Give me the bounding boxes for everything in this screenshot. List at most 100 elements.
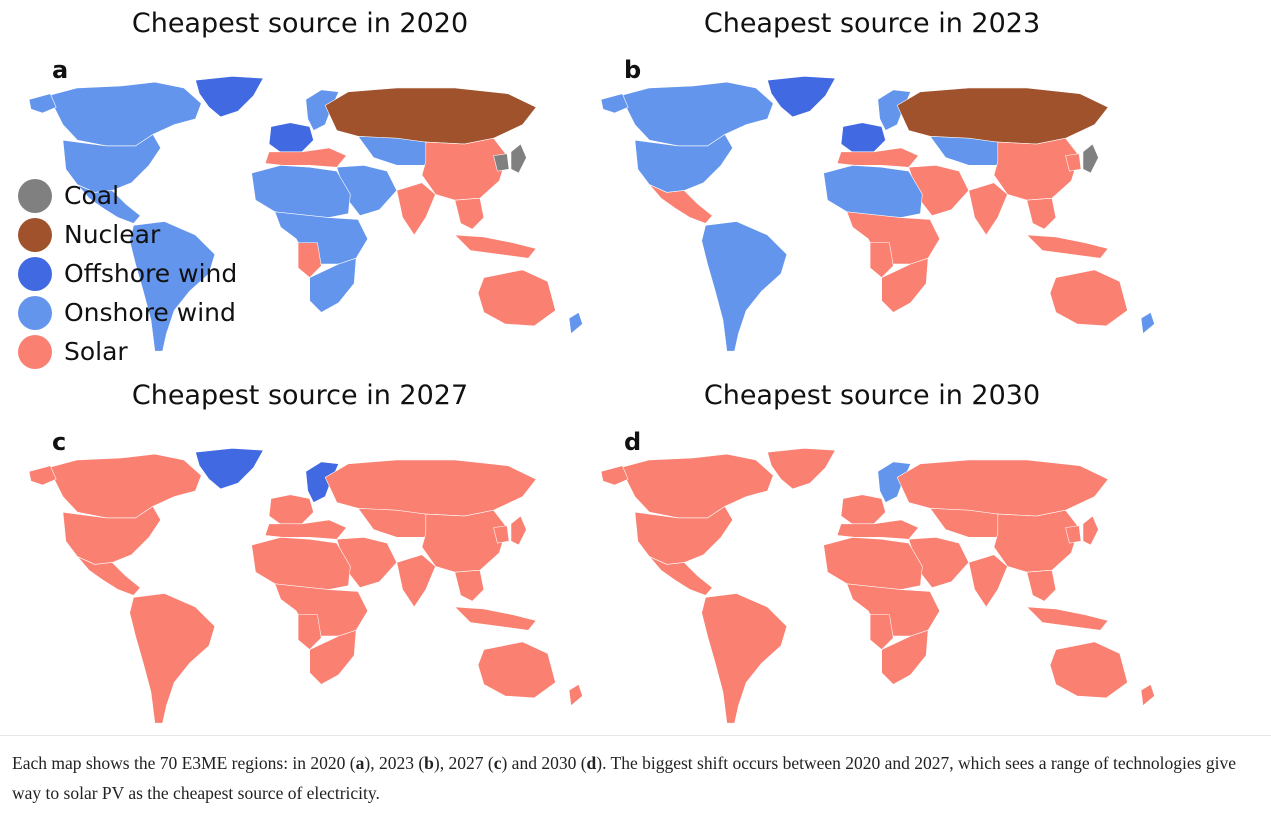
region-south-america xyxy=(701,221,788,352)
region-subsaharan-africa xyxy=(846,211,941,265)
region-new-zealand xyxy=(568,683,583,707)
region-western-europe xyxy=(840,122,886,155)
region-mexico xyxy=(77,556,141,596)
panel-letter: b xyxy=(624,56,642,84)
region-indonesia xyxy=(1026,234,1109,259)
region-se-asia xyxy=(454,197,485,230)
region-new-zealand xyxy=(1140,683,1155,707)
region-mexico xyxy=(649,184,713,224)
region-usa xyxy=(634,505,733,565)
region-china xyxy=(993,137,1080,201)
region-russia xyxy=(896,87,1109,145)
legend-swatch-solar xyxy=(18,334,52,369)
region-se-asia xyxy=(1026,569,1057,602)
legend-swatch-coal xyxy=(18,178,52,213)
panel-letter: d xyxy=(624,428,642,456)
region-north-africa xyxy=(823,537,923,590)
region-north-africa xyxy=(251,165,351,218)
region-greenland xyxy=(767,75,836,118)
region-southern-africa xyxy=(881,257,929,313)
caption-text: Each map shows the 70 E3ME regions: in 2… xyxy=(12,753,356,773)
region-angola xyxy=(297,242,322,278)
region-se-asia xyxy=(454,569,485,602)
region-japan xyxy=(510,143,527,174)
region-alaska xyxy=(28,465,57,486)
panel-title: Cheapest source in 2027 xyxy=(131,380,469,411)
panel-title: Cheapest source in 2030 xyxy=(703,380,1041,411)
region-mexico xyxy=(77,184,141,224)
region-korea xyxy=(1065,525,1082,544)
region-indonesia xyxy=(454,606,537,631)
region-russia xyxy=(324,459,537,517)
caption-ref-a: a xyxy=(355,753,365,773)
caption-text: ) and 2030 ( xyxy=(501,753,587,773)
region-north-africa xyxy=(823,165,923,218)
panel-letter: a xyxy=(52,56,69,84)
region-subsaharan-africa xyxy=(274,211,369,265)
region-alaska xyxy=(600,93,629,114)
region-angola xyxy=(297,614,322,650)
region-china xyxy=(993,509,1080,573)
legend-label: Onshore wind xyxy=(64,298,236,327)
region-southern-europe xyxy=(836,147,919,168)
world-map-a xyxy=(28,75,583,352)
caption-text: ), 2027 ( xyxy=(433,753,494,773)
region-japan xyxy=(1082,143,1099,174)
region-indonesia xyxy=(1026,606,1109,631)
map-panel-c: Cheapest source in 2027 c xyxy=(0,372,600,742)
panel-title: Cheapest source in 2023 xyxy=(703,8,1041,39)
caption-text: ), 2023 ( xyxy=(364,753,425,773)
region-scandinavia xyxy=(877,461,912,503)
caption-ref-b: b xyxy=(424,753,434,773)
region-scandinavia xyxy=(305,461,340,503)
region-angola xyxy=(869,614,894,650)
region-southern-africa xyxy=(309,257,357,313)
legend-swatch-offshore-wind xyxy=(18,256,52,291)
region-south-america xyxy=(129,221,216,352)
region-alaska xyxy=(600,465,629,486)
region-australia xyxy=(477,269,556,327)
panel-title: Cheapest source in 2020 xyxy=(131,8,469,39)
panel-letter: c xyxy=(52,428,67,456)
legend-label: Offshore wind xyxy=(64,259,238,288)
region-southern-europe xyxy=(264,519,347,540)
world-map-c xyxy=(28,447,583,724)
region-greenland xyxy=(195,447,264,490)
region-korea xyxy=(493,525,510,544)
caption-ref-c: c xyxy=(493,753,502,773)
caption-text: ). The biggest shift occurs between 2020… xyxy=(12,753,1236,803)
region-greenland xyxy=(195,75,264,118)
region-new-zealand xyxy=(1140,311,1155,335)
region-subsaharan-africa xyxy=(846,583,941,637)
region-new-zealand xyxy=(568,311,583,335)
region-usa xyxy=(634,133,733,193)
world-map-d xyxy=(600,447,1155,724)
region-usa xyxy=(62,505,161,565)
region-canada xyxy=(619,453,774,519)
region-indonesia xyxy=(454,234,537,259)
region-india xyxy=(396,554,436,608)
region-alaska xyxy=(28,93,57,114)
figure-caption: Each map shows the 70 E3ME regions: in 2… xyxy=(12,748,1257,808)
region-subsaharan-africa xyxy=(274,583,369,637)
region-china xyxy=(421,509,508,573)
world-map-b xyxy=(600,75,1155,352)
legend-label: Coal xyxy=(64,181,120,210)
map-panel-d: Cheapest source in 2030 d xyxy=(572,372,1172,742)
region-china xyxy=(421,137,508,201)
region-canada xyxy=(47,81,202,147)
region-south-america xyxy=(701,593,788,724)
region-australia xyxy=(1049,269,1128,327)
region-western-europe xyxy=(268,494,314,527)
region-india xyxy=(968,182,1008,236)
region-southern-europe xyxy=(836,519,919,540)
legend-label: Nuclear xyxy=(64,220,161,249)
region-south-america xyxy=(129,593,216,724)
region-australia xyxy=(1049,641,1128,699)
region-scandinavia xyxy=(305,89,340,131)
region-usa xyxy=(62,133,161,193)
caption-ref-d: d xyxy=(586,753,597,773)
caption-divider xyxy=(0,735,1271,736)
region-angola xyxy=(869,242,894,278)
map-legend: Coal Nuclear Offshore wind Onshore wind … xyxy=(18,176,237,371)
